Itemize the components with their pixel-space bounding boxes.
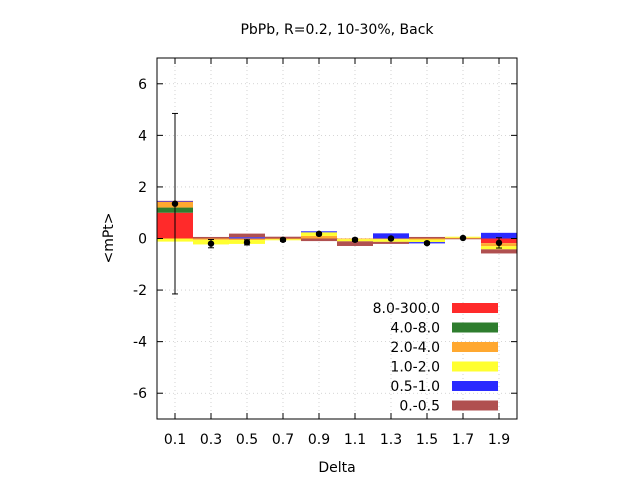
bar-segment (337, 241, 373, 246)
bar-segment (229, 233, 265, 238)
x-tick-label: 0.5 (236, 432, 258, 448)
legend-swatch (452, 342, 498, 352)
data-point (459, 234, 467, 242)
y-tick-label: 0 (138, 232, 147, 248)
legend-label: 1.0-2.0 (390, 360, 440, 376)
legend-swatch (452, 381, 498, 391)
data-points (171, 112, 503, 295)
y-tick-label: -2 (133, 283, 147, 299)
bar-segment (373, 241, 409, 244)
y-tick-label: 4 (138, 128, 147, 144)
legend-swatch (452, 303, 498, 313)
bar-segment (193, 236, 229, 239)
x-tick-label: 0.7 (272, 432, 294, 448)
bar-segment (409, 238, 445, 240)
y-tick-label: 6 (138, 77, 147, 93)
bar-segment (481, 249, 517, 254)
x-tick-label: 1.1 (344, 432, 366, 448)
bar-segment (409, 236, 445, 239)
x-tick-label: 1.7 (452, 432, 474, 448)
x-tick-label: 1.5 (416, 432, 438, 448)
y-tick-label: 2 (138, 180, 147, 196)
chart-title: PbPb, R=0.2, 10-30%, Back (240, 22, 434, 38)
bar-segment (481, 232, 517, 239)
data-point (423, 239, 431, 247)
x-tick-label: 0.1 (164, 432, 186, 448)
y-tick-label: -4 (133, 335, 147, 351)
bar-segment (229, 237, 265, 239)
axis-ticks: 0.1 0.3 0.5 0.7 0.9 1.1 1.3 1.5 1.7 1.9 6 4 2 0 -2 -4 -6 (133, 58, 517, 448)
y-axis-label: <mPt> (101, 212, 117, 263)
data-point (243, 239, 251, 246)
legend-swatch (452, 322, 498, 333)
data-point (387, 235, 395, 242)
data-point (279, 236, 287, 243)
legend-swatch (452, 400, 498, 411)
y-tick-label: -6 (133, 386, 147, 402)
bar-segment (301, 238, 337, 242)
x-tick-label: 1.3 (380, 432, 402, 448)
data-point (207, 240, 215, 247)
legend-label: 0.5-1.0 (390, 379, 440, 395)
x-axis-label: Delta (318, 460, 355, 476)
legend-label: 4.0-8.0 (390, 321, 440, 337)
legend-swatch (452, 361, 498, 372)
legend-label: 8.0-300.0 (373, 301, 440, 317)
legend-label: 0.-0.5 (399, 399, 440, 415)
data-point (171, 200, 179, 207)
legend: 8.0-300.0 4.0-8.0 2.0-4.0 1.0-2.0 0.5-1.0 0.-… (373, 301, 498, 415)
x-tick-label: 0.3 (200, 432, 222, 448)
data-point (495, 239, 503, 247)
data-point (315, 230, 323, 238)
bar-segment (301, 235, 337, 239)
x-tick-label: 1.9 (488, 432, 510, 448)
legend-label: 2.0-4.0 (390, 340, 440, 356)
data-point (351, 236, 359, 243)
x-tick-label: 0.9 (308, 432, 330, 448)
